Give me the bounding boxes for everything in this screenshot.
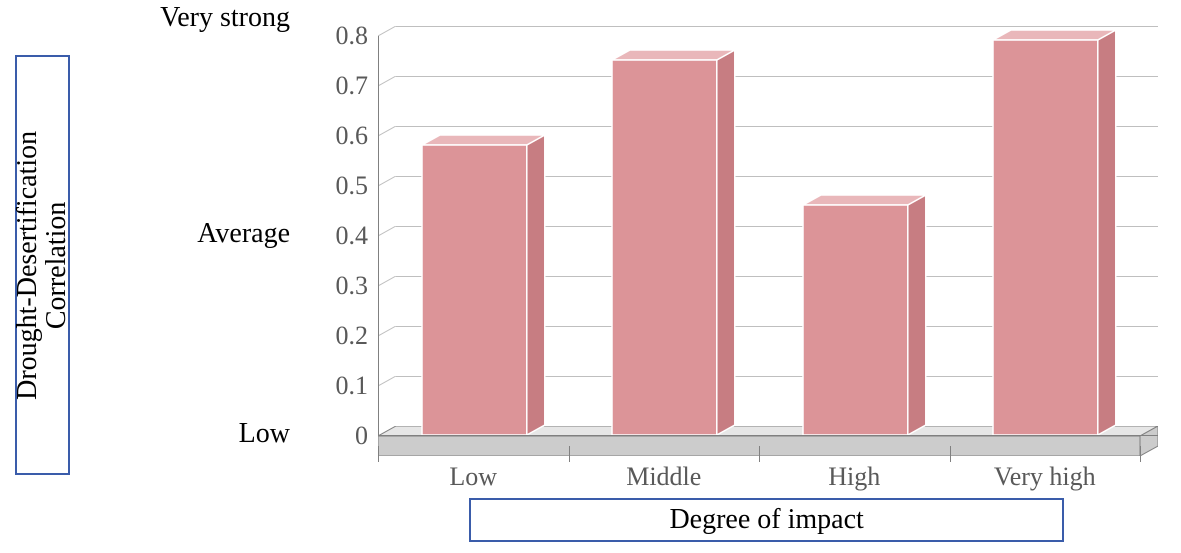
x-tick-mark: [1140, 446, 1141, 462]
y-tick-label: 0.6: [318, 121, 368, 151]
x-tick-label: Middle: [626, 462, 701, 492]
x-tick-label: High: [828, 462, 880, 492]
x-tick-label: Low: [449, 462, 497, 492]
bar: [992, 29, 1117, 436]
bars-layer: [378, 36, 1158, 436]
x-tick-mark: [569, 446, 570, 462]
x-tick-mark: [950, 446, 951, 462]
y-qual-mid: Average: [110, 218, 290, 250]
x-tick-mark: [378, 446, 379, 462]
y-axis-title: Drought-Desertification Correlation: [13, 130, 72, 399]
bar: [421, 134, 546, 436]
y-tick-label: 0.5: [318, 171, 368, 201]
y-tick-label: 0.4: [318, 221, 368, 251]
bar: [611, 49, 736, 436]
y-tick-label: 0.3: [318, 271, 368, 301]
x-axis-line: [378, 435, 1158, 436]
y-tick-label: 0.8: [318, 21, 368, 51]
y-axis-title-box: Drought-Desertification Correlation: [15, 55, 70, 475]
y-qual-top: Very strong: [110, 2, 290, 34]
x-axis-title: Degree of impact: [669, 504, 863, 536]
y-tick-label: 0.2: [318, 321, 368, 351]
plot-area: [378, 36, 1158, 436]
y-axis-title-line1: Drought-Desertification: [12, 130, 43, 399]
y-tick-label: 0.7: [318, 71, 368, 101]
y-axis-title-line2: Correlation: [42, 201, 73, 329]
chart-stage: { "chart": { "type": "bar-3d", "y_axis_t…: [0, 0, 1181, 553]
y-tick-label: 0.1: [318, 371, 368, 401]
bar: [802, 194, 927, 436]
x-tick-label: Very high: [994, 462, 1096, 492]
x-axis-title-box: Degree of impact: [469, 498, 1063, 542]
x-tick-mark: [759, 446, 760, 462]
gridline: [396, 26, 1158, 27]
y-tick-label: 0: [318, 421, 368, 451]
y-qual-low: Low: [110, 418, 290, 450]
